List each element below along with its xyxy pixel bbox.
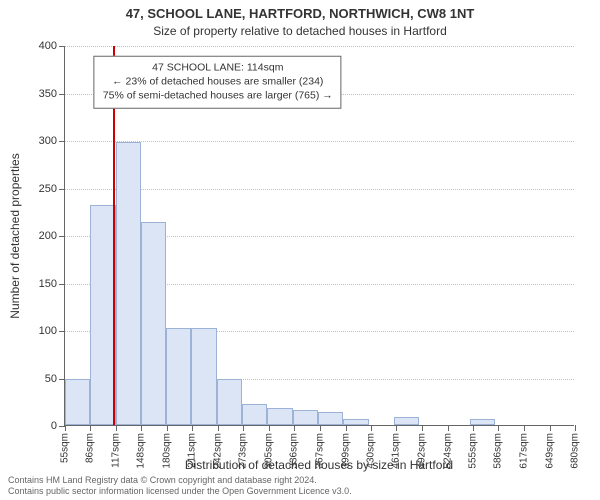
x-tick [550, 425, 551, 431]
x-tick [294, 425, 295, 431]
y-tick-label: 350 [39, 88, 57, 100]
histogram-bar [242, 404, 267, 425]
histogram-bar [267, 408, 292, 425]
x-tick [167, 425, 168, 431]
x-tick [243, 425, 244, 431]
attribution: Contains HM Land Registry data © Crown c… [8, 475, 592, 496]
x-tick [269, 425, 270, 431]
x-tick [65, 425, 66, 431]
y-tick-label: 200 [39, 230, 57, 242]
histogram-bar [343, 419, 368, 425]
x-tick [448, 425, 449, 431]
y-tick-label: 150 [39, 278, 57, 290]
histogram-bar [293, 410, 318, 425]
y-tick [59, 141, 65, 142]
annotation-line-3: 75% of semi-detached houses are larger (… [103, 89, 333, 103]
x-tick [320, 425, 321, 431]
chart-container: 47, SCHOOL LANE, HARTFORD, NORTHWICH, CW… [0, 0, 600, 500]
y-tick [59, 236, 65, 237]
x-axis-label: Distribution of detached houses by size … [64, 458, 574, 472]
x-tick [218, 425, 219, 431]
annotation-box: 47 SCHOOL LANE: 114sqm ← 23% of detached… [94, 56, 342, 109]
y-tick [59, 331, 65, 332]
y-tick-label: 300 [39, 135, 57, 147]
x-tick [524, 425, 525, 431]
x-tick [422, 425, 423, 431]
x-tick [346, 425, 347, 431]
histogram-bar [141, 222, 166, 425]
plot-area: 47 SCHOOL LANE: 114sqm ← 23% of detached… [64, 46, 574, 426]
histogram-bar [318, 412, 343, 425]
y-gridline [65, 46, 574, 47]
x-tick [90, 425, 91, 431]
histogram-bar [65, 379, 90, 425]
y-tick-label: 100 [39, 325, 57, 337]
y-tick-label: 0 [51, 420, 57, 432]
x-tick [141, 425, 142, 431]
annotation-line-1: 47 SCHOOL LANE: 114sqm [103, 61, 333, 75]
x-tick [498, 425, 499, 431]
attribution-line-1: Contains HM Land Registry data © Crown c… [8, 475, 592, 485]
y-tick-label: 400 [39, 40, 57, 52]
y-gridline [65, 141, 574, 142]
y-tick [59, 189, 65, 190]
histogram-bar [166, 328, 191, 425]
histogram-bar [90, 205, 115, 425]
y-tick-label: 250 [39, 183, 57, 195]
x-tick [371, 425, 372, 431]
x-tick [116, 425, 117, 431]
histogram-bar [394, 417, 419, 425]
y-tick [59, 94, 65, 95]
x-tick [396, 425, 397, 431]
y-gridline [65, 189, 574, 190]
histogram-bar [116, 142, 141, 425]
y-axis-label: Number of detached properties [8, 46, 22, 426]
histogram-bar [217, 379, 242, 425]
y-tick [59, 284, 65, 285]
attribution-line-2: Contains public sector information licen… [8, 486, 592, 496]
histogram-bar [191, 328, 216, 425]
y-tick [59, 46, 65, 47]
x-tick [575, 425, 576, 431]
y-tick-label: 50 [45, 373, 57, 385]
chart-title-address: 47, SCHOOL LANE, HARTFORD, NORTHWICH, CW… [0, 6, 600, 21]
chart-subtitle: Size of property relative to detached ho… [0, 24, 600, 38]
x-tick [473, 425, 474, 431]
x-tick [192, 425, 193, 431]
annotation-line-2: ← 23% of detached houses are smaller (23… [103, 75, 333, 89]
